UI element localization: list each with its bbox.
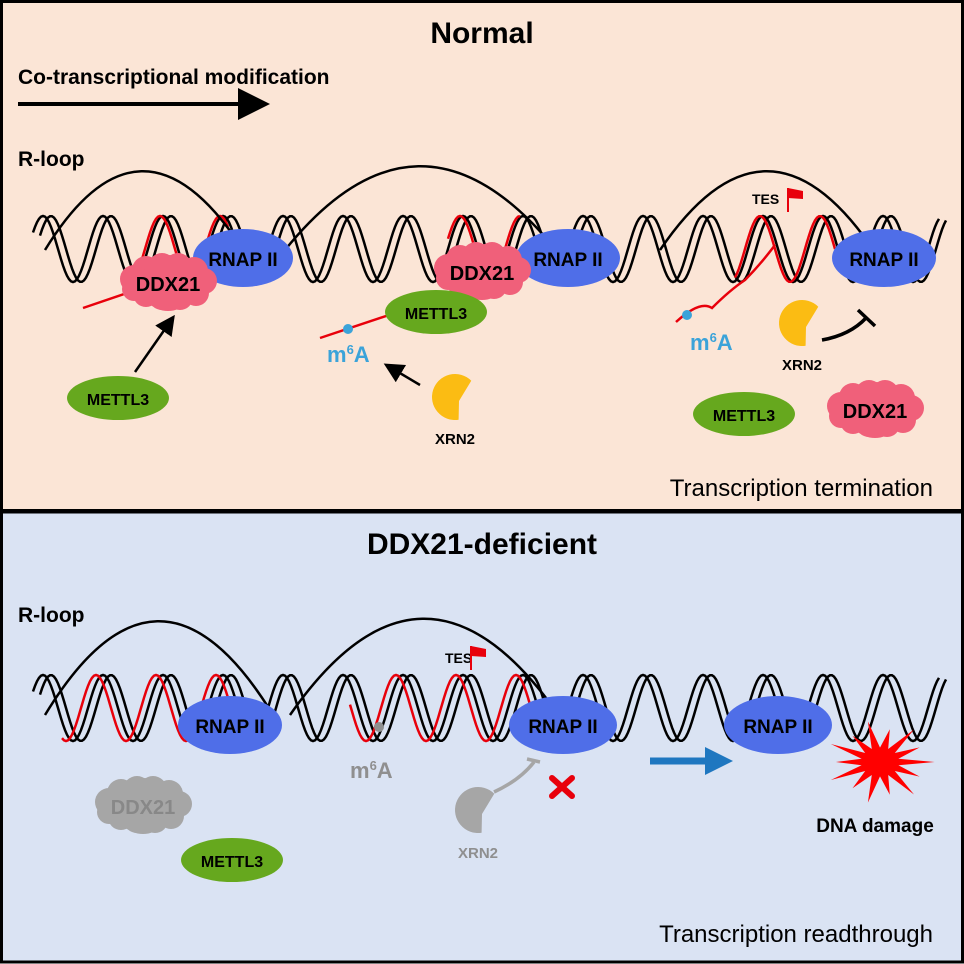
rnap-ii: RNAP II <box>178 696 282 754</box>
rnap-label: RNAP II <box>849 250 918 271</box>
xrn2-label: XRN2 <box>782 357 822 374</box>
cloud-lobe <box>120 265 148 293</box>
cloud-lobe <box>856 411 882 437</box>
activation-arrow <box>383 363 421 387</box>
rna-segment <box>348 673 542 743</box>
ddx21-label: DDX21 <box>450 263 514 285</box>
m6a-mark <box>374 722 384 732</box>
mettl3: METTL3 <box>385 290 487 334</box>
ddx21-label: DDX21 <box>843 401 907 423</box>
m6a-mark <box>343 324 353 334</box>
mettl3-label: METTL3 <box>713 408 775 425</box>
activation-arrow <box>133 314 175 373</box>
mettl3-label: METTL3 <box>405 306 467 323</box>
ddx21-label: DDX21 <box>136 274 200 296</box>
cloud-lobe <box>434 254 462 282</box>
rna-tail <box>675 244 776 323</box>
ddx21-label: DDX21 <box>111 797 175 819</box>
xrn2 <box>431 374 472 420</box>
rloop-arc <box>43 170 242 251</box>
xrn2-label: XRN2 <box>435 431 475 448</box>
dna-damage-label: DNA damage <box>816 816 934 837</box>
rnap-label: RNAP II <box>208 250 277 271</box>
dna-damage-burst-icon <box>830 721 935 803</box>
normal-title: Normal <box>430 17 533 50</box>
inhibition-bar <box>526 757 541 764</box>
ddx21: DDX21 <box>827 380 924 438</box>
outcome-termination: Transcription termination <box>670 475 933 502</box>
failed-inhibition-arrow <box>493 760 536 794</box>
deficient-title: DDX21-deficient <box>367 528 597 561</box>
outcome-readthrough: Transcription readthrough <box>659 921 933 948</box>
rloop-arc <box>288 617 557 716</box>
rnap-ii: RNAP II <box>724 696 832 754</box>
rnap-label: RNAP II <box>528 717 597 738</box>
xrn2-label: XRN2 <box>458 845 498 862</box>
tes-label: TES <box>445 650 472 666</box>
ddx21: DDX21 <box>120 253 217 311</box>
cloud-lobe <box>149 284 175 310</box>
rnap-label: RNAP II <box>533 250 602 271</box>
cloud-lobe <box>95 788 123 816</box>
rloop-label: R-loop <box>18 604 84 627</box>
mettl3-label: METTL3 <box>201 854 263 871</box>
rnap-ii: RNAP II <box>516 229 620 287</box>
m6a-mark <box>682 310 692 320</box>
blocked-x-icon <box>549 775 575 799</box>
m6a-label: m6A <box>350 758 393 783</box>
rloop-arc <box>284 165 553 251</box>
rna-tail <box>82 290 131 310</box>
mettl3: METTL3 <box>67 376 169 420</box>
cloud-lobe <box>463 273 489 299</box>
cloud-lobe <box>124 807 150 833</box>
xrn2-inactive <box>454 787 495 834</box>
rna-strand <box>61 673 542 743</box>
inhibition-arrow <box>821 316 868 342</box>
rnap-ii: RNAP II <box>193 229 293 287</box>
rloop-arc <box>658 170 872 251</box>
rloop-arc <box>43 620 272 716</box>
m6a-label: m6A <box>327 342 370 367</box>
tes-flag-icon <box>470 646 486 670</box>
tes-flag-icon <box>787 188 803 212</box>
rnap-ii: RNAP II <box>509 696 617 754</box>
rna-tail <box>319 311 396 340</box>
rnap-label: RNAP II <box>195 717 264 738</box>
xrn2 <box>779 300 819 347</box>
tes-label: TES <box>752 191 779 207</box>
rna-segment <box>61 673 245 743</box>
rnap-ii: RNAP II <box>832 229 936 287</box>
mettl3: METTL3 <box>181 838 283 882</box>
ddx21: DDX21 <box>434 242 531 300</box>
mettl3: METTL3 <box>693 392 795 436</box>
ddx21-absent: DDX21 <box>95 776 192 834</box>
cloud-lobe <box>827 392 855 420</box>
rloop-label: R-loop <box>18 148 84 171</box>
mettl3-label: METTL3 <box>87 392 149 409</box>
cotranscriptional-label: Co-transcriptional modification <box>18 66 330 89</box>
m6a-label: m6A <box>690 330 733 355</box>
rna-segment <box>733 214 837 284</box>
inhibition-bar <box>856 308 877 328</box>
rnap-label: RNAP II <box>743 717 812 738</box>
